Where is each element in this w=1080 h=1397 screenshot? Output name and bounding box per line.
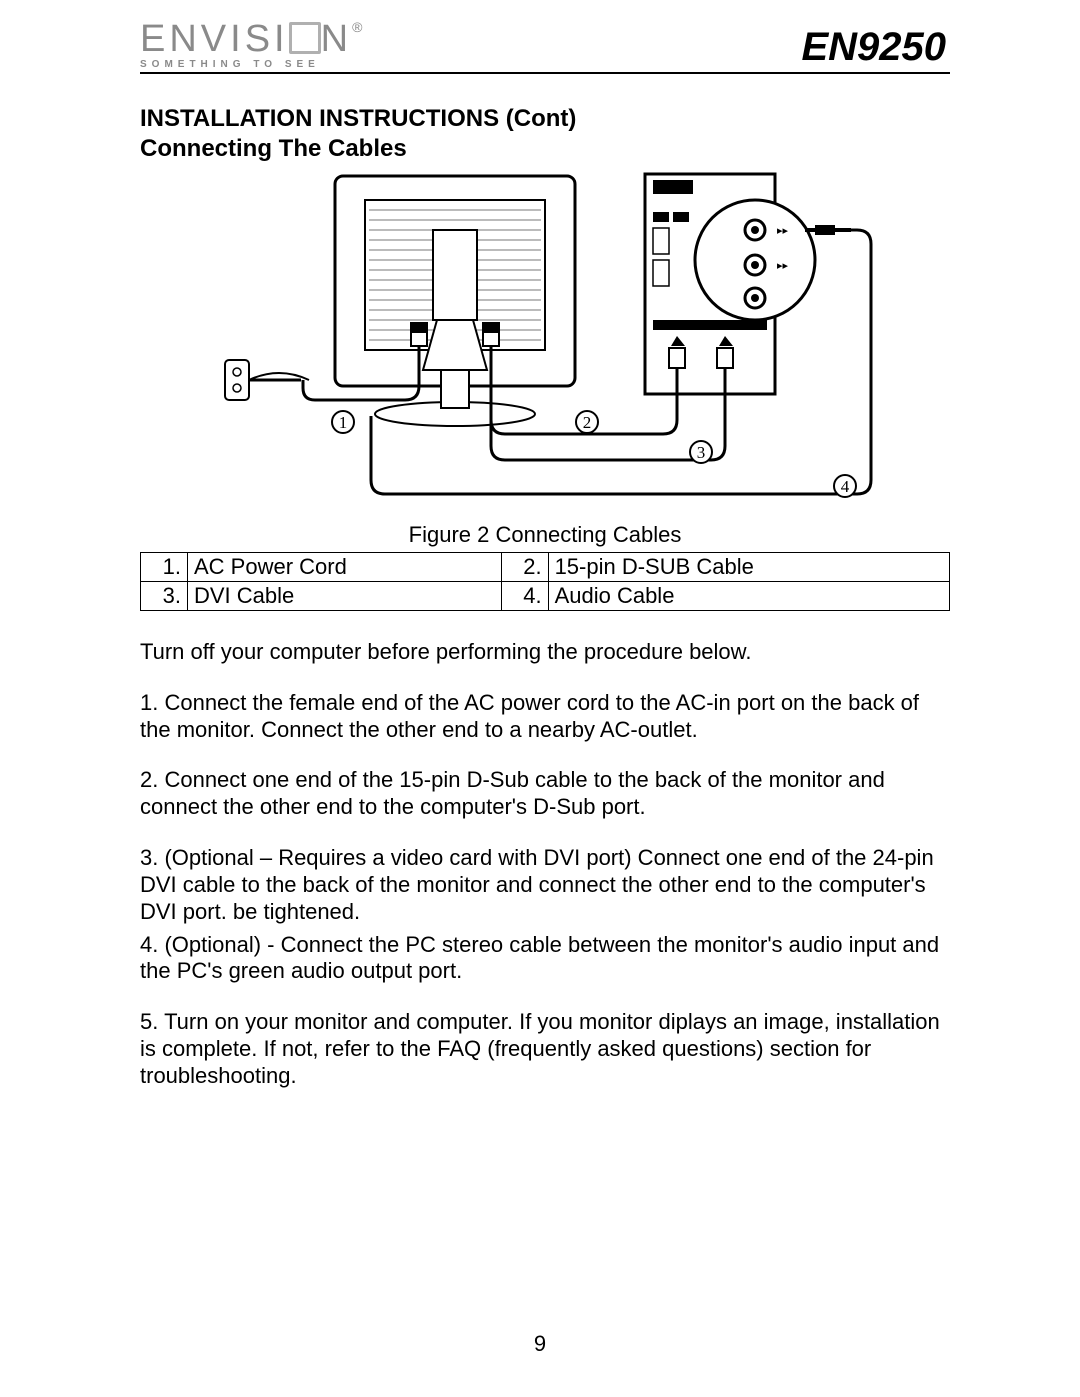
instruction-body: Turn off your computer before performing… bbox=[140, 639, 950, 1090]
callout-2: 2 bbox=[583, 413, 592, 432]
instruction-step: 5. Turn on your monitor and computer. If… bbox=[140, 1009, 950, 1089]
section-title-1: INSTALLATION INSTRUCTIONS (Cont) bbox=[140, 104, 950, 134]
section-title-2: Connecting The Cables bbox=[140, 134, 950, 164]
cable-legend-table: 1. AC Power Cord 2. 15-pin D-SUB Cable 3… bbox=[140, 552, 950, 611]
brand-square-icon bbox=[289, 22, 321, 54]
table-row: 1. AC Power Cord 2. 15-pin D-SUB Cable bbox=[141, 553, 950, 582]
brand-block: ENVISIN® SOMETHING TO SEE bbox=[140, 20, 366, 70]
table-row: 3. DVI Cable 4. Audio Cable bbox=[141, 582, 950, 611]
instruction-step: 1. Connect the female end of the AC powe… bbox=[140, 690, 950, 744]
page-number: 9 bbox=[0, 1331, 1080, 1357]
legend-cell: 1. bbox=[141, 553, 188, 582]
model-number: EN9250 bbox=[801, 25, 950, 70]
legend-cell: 2. bbox=[501, 553, 548, 582]
instruction-step: 4. (Optional) - Connect the PC stereo ca… bbox=[140, 932, 950, 986]
section-heading: INSTALLATION INSTRUCTIONS (Cont) Connect… bbox=[140, 104, 950, 164]
manual-page: ENVISIN® SOMETHING TO SEE EN9250 INSTALL… bbox=[0, 0, 1080, 1397]
page-header: ENVISIN® SOMETHING TO SEE EN9250 bbox=[140, 20, 950, 74]
callout-4: 4 bbox=[841, 477, 850, 496]
svg-text:▸▸: ▸▸ bbox=[777, 225, 789, 237]
legend-cell: AC Power Cord bbox=[188, 553, 502, 582]
instruction-step: 2. Connect one end of the 15-pin D-Sub c… bbox=[140, 767, 950, 821]
instruction-intro: Turn off your computer before performing… bbox=[140, 639, 950, 666]
brand-suffix: N bbox=[321, 18, 352, 60]
callout-1: 1 bbox=[339, 413, 348, 432]
callout-3: 3 bbox=[697, 443, 706, 462]
legend-cell: Audio Cable bbox=[548, 582, 949, 611]
brand-prefix: ENVISI bbox=[140, 18, 289, 60]
figure-2: ▸▸ ▸▸ 1 2 3 4 bbox=[140, 170, 950, 520]
svg-text:▸▸: ▸▸ bbox=[777, 260, 789, 272]
connecting-cables-diagram: ▸▸ ▸▸ 1 2 3 4 bbox=[215, 170, 875, 520]
figure-caption: Figure 2 Connecting Cables bbox=[140, 522, 950, 548]
instruction-step: 3. (Optional – Requires a video card wit… bbox=[140, 845, 950, 925]
legend-cell: 3. bbox=[141, 582, 188, 611]
brand-tagline: SOMETHING TO SEE bbox=[140, 60, 366, 70]
legend-cell: 15-pin D-SUB Cable bbox=[548, 553, 949, 582]
brand-logo: ENVISIN® bbox=[140, 20, 366, 58]
legend-cell: 4. bbox=[501, 582, 548, 611]
legend-cell: DVI Cable bbox=[188, 582, 502, 611]
